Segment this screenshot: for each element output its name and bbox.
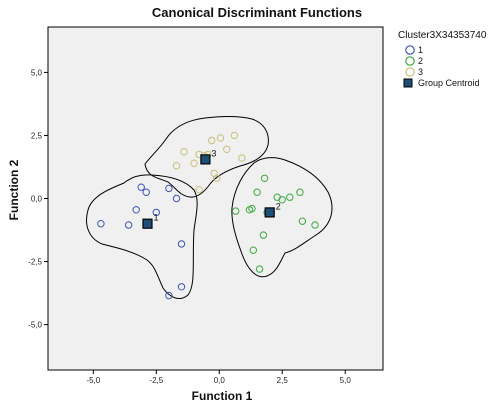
cluster-3-point <box>223 145 231 154</box>
cluster-2-point <box>249 246 258 254</box>
cluster-1-point <box>172 194 181 203</box>
legend-label: 1 <box>418 45 423 55</box>
legend-centroid-swatch <box>403 78 413 88</box>
cluster-2-point <box>253 188 261 196</box>
cluster-2-point <box>260 174 269 183</box>
legend-cluster-2-swatch <box>405 56 415 66</box>
y-tick-label: 2,5 <box>31 131 43 140</box>
cluster-3-point <box>195 186 203 194</box>
cluster-3-point <box>190 159 198 167</box>
cluster-1-point <box>132 206 140 214</box>
legend-cluster-3-swatch <box>405 67 415 77</box>
legend-label: 2 <box>418 56 423 66</box>
cluster-2-point <box>278 196 286 204</box>
x-tick-label: 2,5 <box>277 376 289 385</box>
plot-area <box>47 26 384 371</box>
x-axis-title: Function 1 <box>192 389 253 403</box>
cluster-1-point <box>124 221 133 229</box>
y-tick-label: 0,0 <box>31 195 43 204</box>
y-tick-label: 5,0 <box>31 68 43 77</box>
y-tick-label: -5,0 <box>28 321 42 330</box>
cluster-3-point <box>230 131 239 140</box>
cluster-2-point <box>311 221 319 229</box>
data-points <box>97 131 319 300</box>
group-centroid-2 <box>264 207 275 218</box>
cluster-2-outline <box>231 157 333 278</box>
group-centroid-3 <box>200 154 211 165</box>
cluster-1-point <box>97 220 105 228</box>
y-axis-title: Function 2 <box>7 159 21 220</box>
cluster-1-point <box>142 188 150 196</box>
x-tick-label: -5,0 <box>86 376 100 385</box>
legend-label: Group Centroid <box>418 78 480 88</box>
cluster-3-point <box>213 174 221 183</box>
cluster-1-point <box>165 184 173 193</box>
cluster-2-point <box>286 193 294 201</box>
group-centroids: 1 2 3 <box>142 148 281 229</box>
cluster-3-outline <box>144 116 269 198</box>
cluster-1-point <box>137 183 145 191</box>
cluster-1-point <box>152 208 161 217</box>
cluster-1-outline <box>86 174 198 299</box>
y-axis-ticks: -5,0 -2,5 0,0 2,5 5,0 <box>28 68 48 330</box>
cluster-2-point <box>248 204 256 213</box>
x-axis-ticks: -5,0 -2,5 0,0 2,5 5,0 <box>86 370 351 385</box>
y-tick-label: -2,5 <box>28 258 42 267</box>
cluster-1-point <box>177 240 186 248</box>
legend-title: Cluster3X34353740 <box>398 30 487 41</box>
centroid-label-2: 2 <box>276 201 281 211</box>
cluster-outlines <box>86 116 333 299</box>
x-tick-label: 0,0 <box>214 376 226 385</box>
legend-label: 3 <box>418 67 423 77</box>
cluster-3-point <box>216 134 225 142</box>
cluster-2-point <box>232 207 240 215</box>
x-tick-label: 5,0 <box>340 376 352 385</box>
cluster-2-point <box>259 231 268 239</box>
centroid-label-3: 3 <box>211 148 216 158</box>
cluster-2-point <box>255 265 264 273</box>
cluster-1-point <box>177 283 186 291</box>
cluster-3-point <box>208 136 216 145</box>
centroid-label-1: 1 <box>154 213 159 223</box>
group-centroid-1 <box>142 218 153 229</box>
cluster-1-point <box>165 291 173 300</box>
x-tick-label: -2,5 <box>149 376 163 385</box>
cluster-2-point <box>296 188 304 196</box>
chart-title: Canonical Discriminant Functions <box>152 5 362 20</box>
cluster-2-point <box>298 217 307 225</box>
cluster-3-point <box>172 162 181 170</box>
cluster-3-point <box>180 148 188 156</box>
cluster-3-point <box>238 154 246 162</box>
legend-cluster-1-swatch <box>405 45 415 55</box>
